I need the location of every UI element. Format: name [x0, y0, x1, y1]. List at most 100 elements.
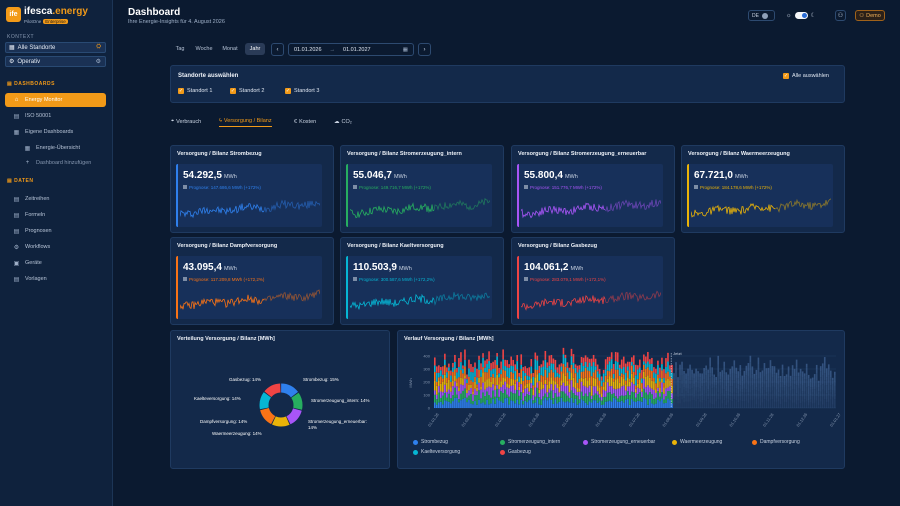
timeline-bar-segment: [641, 378, 643, 384]
timeline-bar-segment: [494, 403, 496, 408]
legend-item[interactable]: Kaelteversorgung: [413, 449, 460, 455]
timeline-bar-segment: [560, 366, 563, 372]
timeline-bar-segment: [550, 354, 553, 364]
timeline-bar-segment: [492, 390, 494, 399]
timeline-bar-segment: [755, 387, 758, 391]
timeline-bar-segment: [749, 386, 752, 393]
tab-kosten[interactable]: € Kosten: [294, 118, 317, 125]
forecast-icon: [183, 185, 187, 189]
kpi-card[interactable]: Versorgung / Bilanz Kaeltversorgung 110.5…: [340, 237, 504, 325]
timeline-bar-segment: [450, 403, 452, 408]
prev-period-button[interactable]: ‹: [271, 43, 284, 56]
kpi-card[interactable]: Versorgung / Bilanz Stromerzeugung_inter…: [340, 145, 504, 233]
nav-formeln[interactable]: ▤ Formeln: [13, 212, 46, 219]
timeline-bar-segment: [458, 366, 460, 378]
timeline-bar-segment: [464, 378, 466, 389]
timeline-bar-segment: [683, 374, 685, 382]
timeline-bar-segment: [616, 352, 619, 363]
timeline-bar-segment: [789, 381, 792, 387]
location-select-button[interactable]: ▦ Alle Standorte ⛭: [5, 42, 106, 53]
timeline-bar-segment: [765, 374, 768, 381]
legend-item[interactable]: Stromerzeugung_intern: [500, 439, 560, 445]
timeline-bar-segment: [624, 399, 627, 408]
timeline-bar-segment: [480, 376, 482, 387]
timeline-bar-segment: [749, 355, 752, 363]
legend-item[interactable]: Dampfversorgung: [752, 439, 800, 445]
location-checkbox-1[interactable]: ✓ Standort 1: [178, 88, 213, 94]
timeline-bar-segment: [574, 382, 577, 389]
timeline-bar-segment: [709, 357, 711, 367]
next-period-button[interactable]: ›: [418, 43, 431, 56]
nav-prognosen[interactable]: ▤ Prognosen: [13, 228, 52, 235]
grid-icon: ▦: [24, 145, 31, 152]
timeline-bar-segment: [699, 401, 701, 408]
kpi-card[interactable]: Versorgung / Bilanz Strombezug 54.292,5 MW…: [170, 145, 334, 233]
period-tag[interactable]: Tag: [175, 46, 185, 52]
nav-geraete[interactable]: ▣ Geräte: [13, 260, 42, 267]
nav-workflows[interactable]: ⚙ Workflows: [13, 244, 51, 251]
language-select[interactable]: DE: [748, 10, 775, 21]
timeline-bar-segment: [745, 392, 748, 401]
timeline-bar-segment: [514, 364, 517, 371]
tab-co2[interactable]: ☁ CO₂: [334, 118, 352, 125]
kpi-card[interactable]: Versorgung / Bilanz Waermeerzeugung 67.72…: [681, 145, 845, 233]
timeline-bar-segment: [643, 364, 645, 372]
timeline-bar-segment: [594, 378, 597, 387]
timeline-bar-segment: [731, 380, 734, 387]
timeline-bar-segment: [777, 396, 780, 402]
theme-switch[interactable]: [794, 12, 808, 19]
timeline-bar-segment: [651, 363, 653, 371]
timeline-bar-segment: [510, 400, 512, 408]
timeline-bar-segment: [466, 402, 468, 408]
kpi-forecast-line: Prognose: 300.587,6 MWh (+172,2%): [353, 277, 435, 282]
nav-zeitreihen[interactable]: ▤ Zeitreihen: [13, 196, 50, 203]
nav-vorlagen[interactable]: ▤ Vorlagen: [13, 276, 47, 283]
timeline-bar-segment: [436, 366, 438, 373]
timeline-bar-segment: [647, 385, 649, 395]
kpi-card[interactable]: Versorgung / Bilanz Gasbezug 104.061,2 MWh…: [511, 237, 675, 325]
kpi-card[interactable]: Versorgung / Bilanz Stromerzeugung_erneu…: [511, 145, 675, 233]
mode-select-button[interactable]: ⚙ Operativ ⚙: [5, 56, 106, 67]
user-button[interactable]: ⚇ Demo: [855, 10, 885, 21]
timeline-bar-segment: [801, 371, 804, 378]
tab-verbrauch[interactable]: ⌖ Verbrauch: [171, 118, 202, 125]
timeline-bar-segment: [456, 378, 458, 383]
nav-energie-uebersicht[interactable]: ▦ Energie-Übersicht: [24, 145, 81, 152]
timeline-bar-segment: [540, 364, 543, 368]
timeline-bar-segment: [564, 386, 567, 394]
kpi-card[interactable]: Versorgung / Bilanz Dampfversorgung 43.09…: [170, 237, 334, 325]
timeline-bar-segment: [821, 396, 824, 405]
timeline-bar-segment: [673, 376, 675, 381]
timeline-bar-segment: [476, 404, 478, 408]
period-monat[interactable]: Monat: [222, 46, 238, 52]
timeline-bar-segment: [574, 364, 577, 368]
legend-item[interactable]: Gasbezug: [500, 449, 531, 455]
nav-dashboard-add[interactable]: + Dashboard hinzufügen: [25, 160, 92, 166]
legend-item[interactable]: Waermeerzeugung: [672, 439, 722, 445]
timeline-bar-segment: [769, 392, 772, 400]
nav-iso-50001[interactable]: ▤ ISO 50001: [13, 113, 52, 120]
period-woche[interactable]: Woche: [195, 46, 213, 52]
timeline-bar-segment: [562, 354, 565, 364]
period-jahr[interactable]: Jahr: [245, 43, 265, 55]
select-all-checkbox[interactable]: ✓ Alle auswählen: [783, 73, 829, 79]
legend-item[interactable]: Strombezug: [413, 439, 448, 445]
timeline-bar-segment: [540, 382, 543, 390]
date-range-picker[interactable]: 01.01.2026 → 01.01.2027 ▦: [288, 43, 414, 56]
tab-versorgung-bilanz[interactable]: ϟ Versorgung / Bilanz: [219, 116, 272, 127]
location-checkbox-2[interactable]: ✓ Standort 2: [230, 88, 265, 94]
timeline-bar-segment: [568, 371, 571, 380]
timeline-bar-segment: [791, 370, 794, 377]
theme-toggle[interactable]: ☼ ☾: [786, 10, 826, 21]
timeline-bar-segment: [813, 399, 816, 403]
timeline-bar-segment: [584, 361, 587, 368]
timeline-bar-segment: [540, 367, 543, 376]
nav-energy-monitor[interactable]: ⌂ Energy Monitor: [5, 93, 106, 107]
user-icon[interactable]: ⚇: [835, 10, 846, 21]
legend-item[interactable]: Stromerzeugung_erneuerbar: [583, 439, 655, 445]
timeline-bar-segment: [468, 384, 470, 391]
location-checkbox-3[interactable]: ✓ Standort 3: [285, 88, 320, 94]
timeline-bar-segment: [665, 380, 667, 389]
timeline-bar-segment: [598, 369, 601, 374]
nav-eigene-dashboards[interactable]: ▦ Eigene Dashboards: [13, 129, 74, 136]
